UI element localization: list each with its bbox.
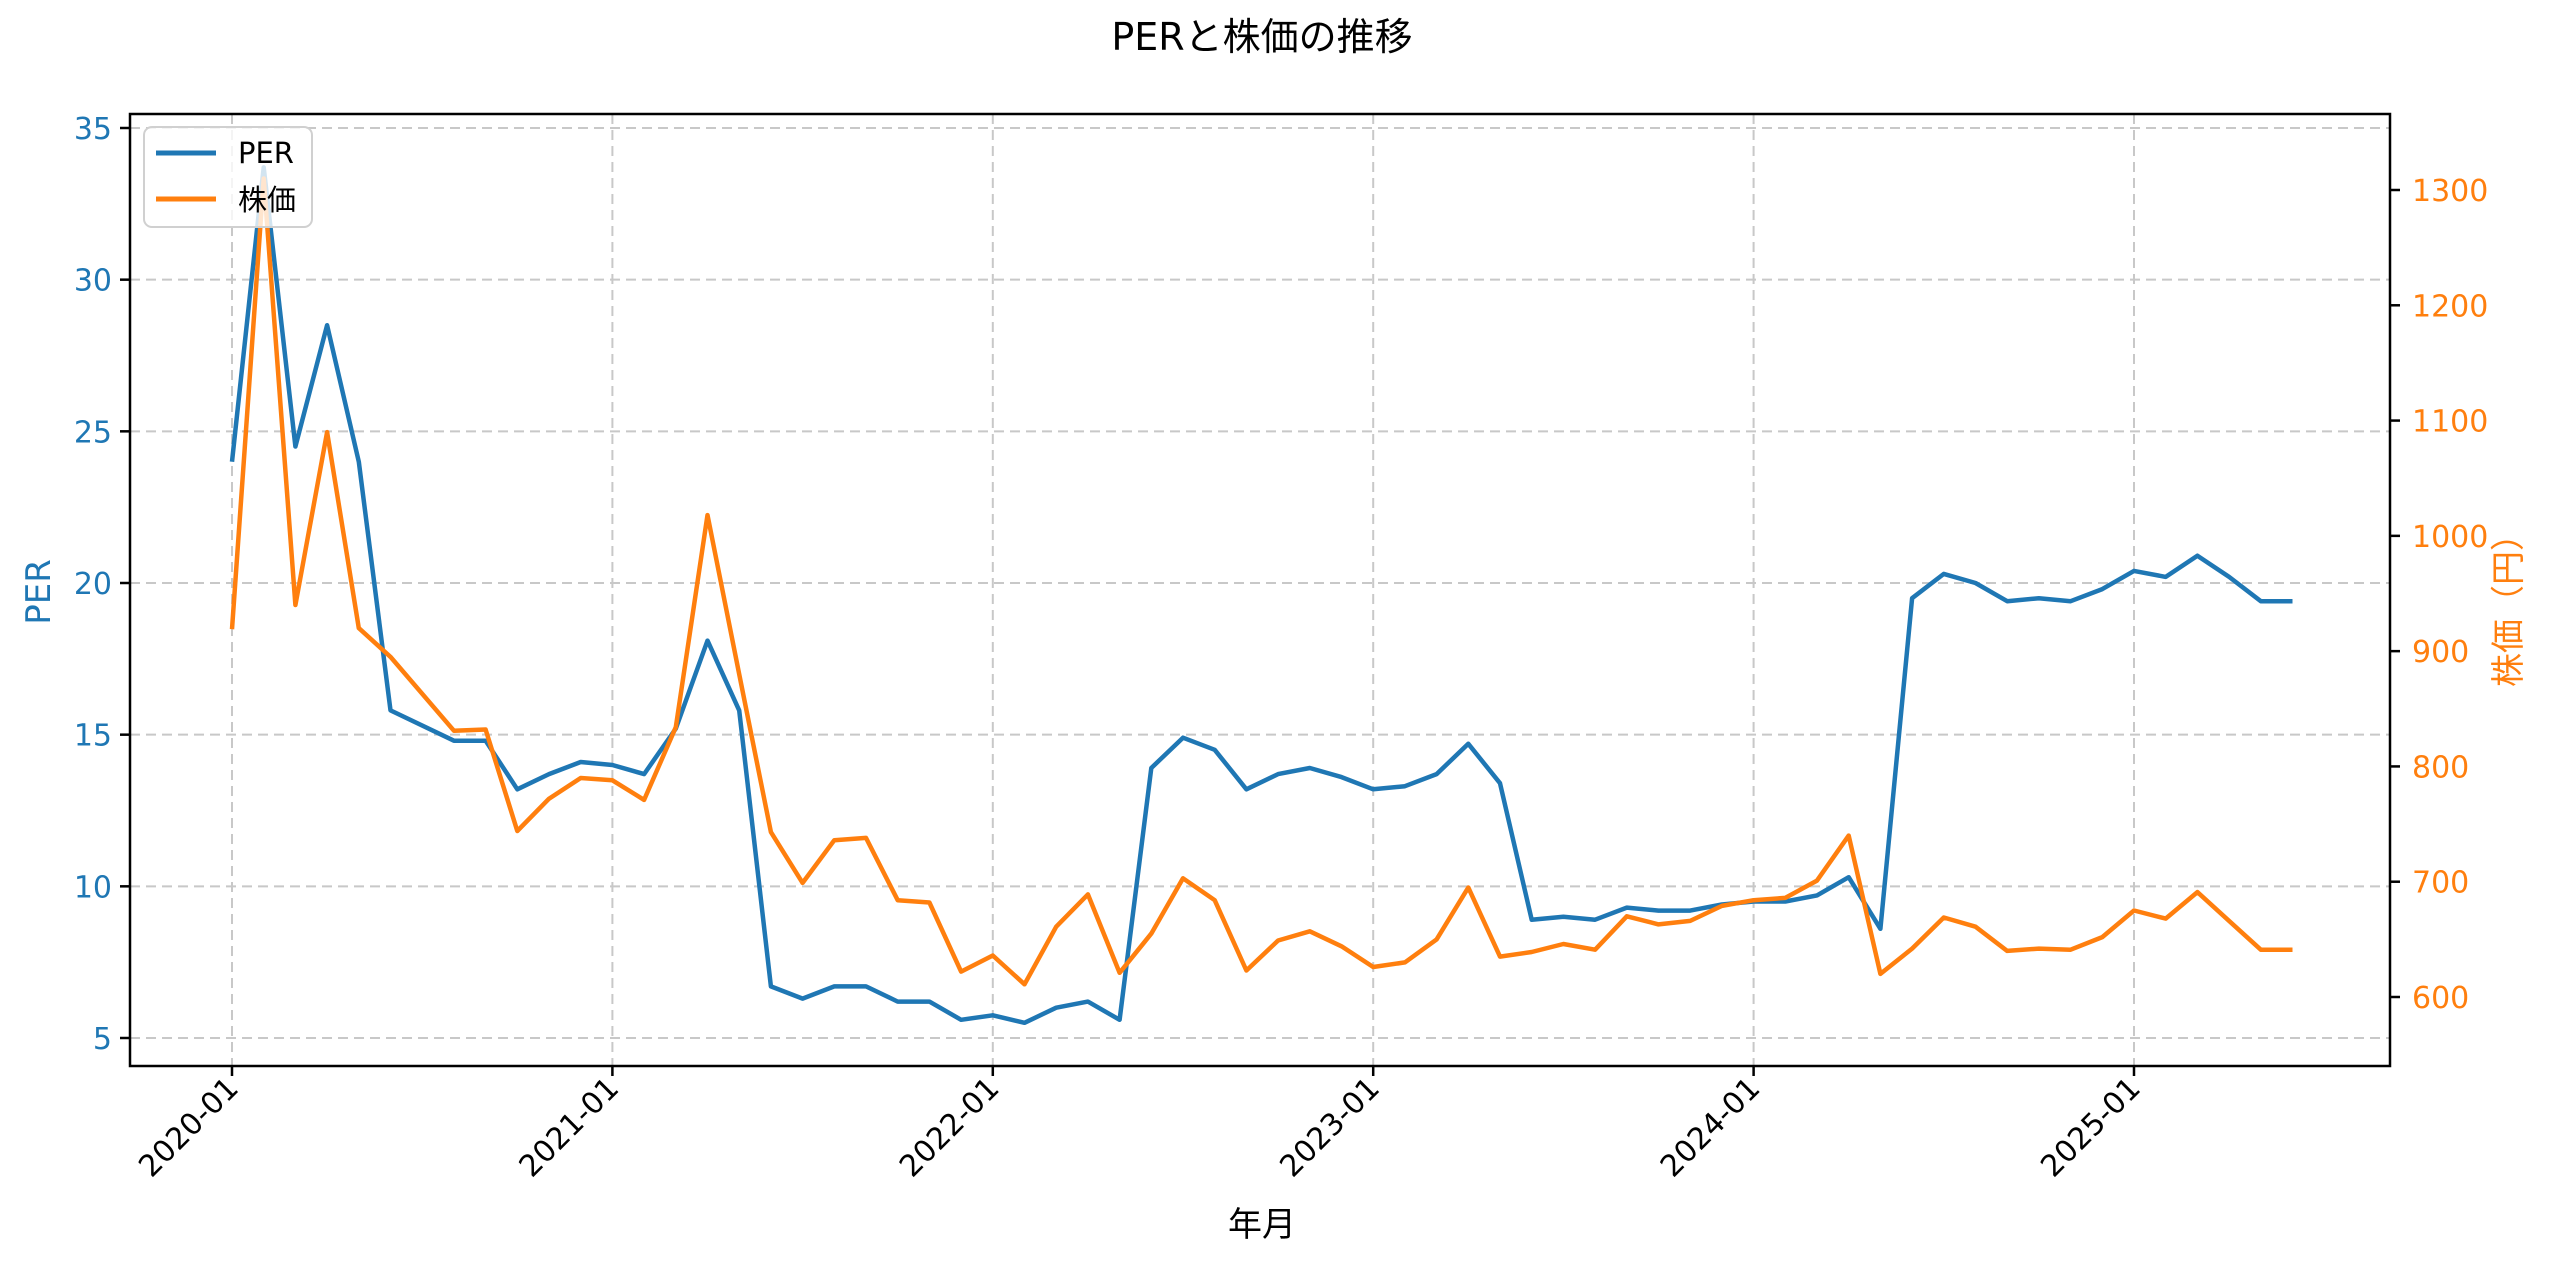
x-tick-label: 2024-01	[1654, 1071, 1767, 1184]
left-y-tick-label: 5	[93, 1022, 112, 1057]
plot-area-frame	[128, 112, 2392, 1068]
x-tick-label: 2025-01	[2034, 1071, 2147, 1184]
right-y-tick-label: 600	[2412, 981, 2469, 1016]
x-tick-label: 2022-01	[893, 1071, 1006, 1184]
right-y-axis: 600 700 800 900 1000 1100 1200 1300	[2390, 174, 2488, 1016]
per-line	[229, 165, 2293, 1026]
right-y-tick-label: 1000	[2412, 520, 2488, 555]
left-y-tick-label: 20	[74, 567, 112, 602]
right-y-tick-label: 800	[2412, 750, 2469, 785]
left-y-axis: 5 10 15 20 25 30 35	[74, 112, 130, 1057]
legend-label-price: 株価	[238, 183, 296, 217]
x-tick-label: 2020-01	[132, 1071, 245, 1184]
left-y-axis-label: PER	[19, 559, 59, 625]
chart-title: PERと株価の推移	[1111, 15, 1412, 59]
right-y-axis-label: 株価（円）	[2489, 517, 2529, 687]
left-y-tick-label: 10	[74, 870, 112, 905]
right-y-tick-label: 700	[2412, 866, 2469, 901]
x-tick-label: 2021-01	[513, 1071, 626, 1184]
right-y-tick-label: 900	[2412, 635, 2469, 670]
left-y-tick-label: 35	[74, 112, 112, 147]
left-y-tick-label: 15	[74, 719, 112, 754]
right-y-tick-label: 1200	[2412, 289, 2488, 324]
series-lines	[229, 165, 2293, 1026]
left-y-tick-label: 30	[74, 264, 112, 299]
x-axis-label: 年月	[1228, 1205, 1296, 1245]
x-axis: 2020-01 2021-01 2022-01 2023-01 2024-01 2025-…	[132, 1066, 2148, 1184]
legend: PER 株価	[143, 126, 313, 228]
right-y-tick-label: 1300	[2412, 174, 2488, 209]
x-tick-label: 2023-01	[1273, 1071, 1386, 1184]
right-y-tick-label: 1100	[2412, 405, 2488, 440]
left-y-tick-label: 25	[74, 415, 112, 450]
price-line	[229, 176, 2293, 987]
grid-lines	[130, 114, 2390, 1066]
legend-label-per: PER	[238, 136, 294, 170]
